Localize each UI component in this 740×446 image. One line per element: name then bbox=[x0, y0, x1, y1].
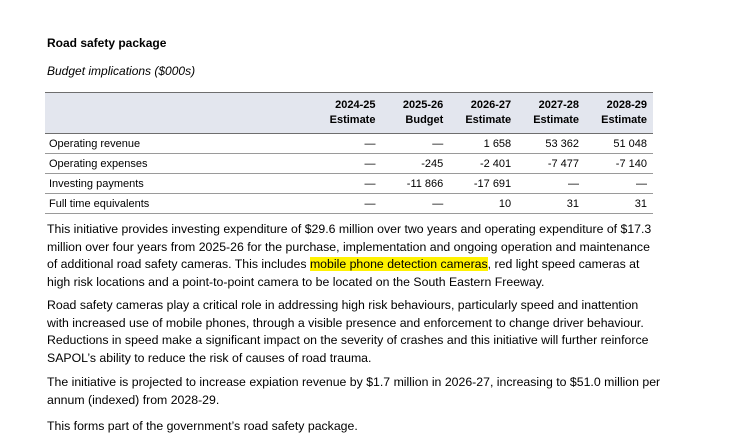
row-label: Investing payments bbox=[45, 173, 314, 194]
column-header: 2025-26 Budget bbox=[381, 92, 450, 134]
row-label: Operating revenue bbox=[45, 133, 314, 154]
column-header: 2027-28 Estimate bbox=[517, 92, 586, 134]
table-row: Operating revenue — — 1 658 53 362 51 04… bbox=[45, 133, 653, 154]
budget-table: 2024-25 Estimate 2025-26 Budget 2026-27 Est… bbox=[45, 92, 653, 214]
table-cell: -7 140 bbox=[585, 153, 653, 174]
table-row: Investing payments — -11 866 -17 691 — — bbox=[45, 173, 653, 194]
table-cell: — bbox=[381, 133, 450, 154]
table-cell: -245 bbox=[381, 153, 450, 174]
table-cell: 51 048 bbox=[585, 133, 653, 154]
column-header: 2026-27 Estimate bbox=[449, 92, 518, 134]
paragraph-package: This forms part of the government’s road… bbox=[47, 419, 358, 433]
table-row: Full time equivalents — — 10 31 31 bbox=[45, 193, 653, 214]
section-title: Road safety package bbox=[47, 36, 167, 50]
table-cell: 53 362 bbox=[517, 133, 586, 154]
table-cell: -17 691 bbox=[449, 173, 518, 194]
table-cell: — bbox=[313, 153, 382, 174]
table-caption: Budget implications ($000s) bbox=[47, 64, 196, 78]
table-cell: — bbox=[313, 173, 382, 194]
table-cell: 31 bbox=[585, 193, 653, 214]
table-cell: — bbox=[585, 173, 653, 194]
table-header-row: 2024-25 Estimate 2025-26 Budget 2026-27 Est… bbox=[45, 92, 653, 134]
paragraph-revenue: The initiative is projected to increase … bbox=[47, 375, 661, 407]
table-cell: -11 866 bbox=[381, 173, 450, 194]
table-cell: — bbox=[313, 133, 382, 154]
table-cell: — bbox=[381, 193, 450, 214]
table-cell: 1 658 bbox=[449, 133, 518, 154]
highlighted-text: mobile phone detection cameras bbox=[309, 257, 488, 271]
table-cell: 10 bbox=[449, 193, 518, 214]
paragraph-initiative: This initiative provides investing expen… bbox=[47, 222, 652, 289]
row-label: Operating expenses bbox=[45, 153, 314, 174]
header-label-cell bbox=[45, 92, 314, 134]
table-cell: 31 bbox=[517, 193, 586, 214]
table-cell: -2 401 bbox=[449, 153, 518, 174]
row-label: Full time equivalents bbox=[45, 193, 314, 214]
paragraph-rationale: Road safety cameras play a critical role… bbox=[47, 298, 649, 365]
table-row: Operating expenses — -245 -2 401 -7 477 … bbox=[45, 153, 653, 174]
column-header: 2028-29 Estimate bbox=[585, 92, 653, 134]
table-cell: -7 477 bbox=[517, 153, 586, 174]
table-cell: — bbox=[313, 193, 382, 214]
table-cell: — bbox=[517, 173, 586, 194]
column-header: 2024-25 Estimate bbox=[313, 92, 382, 134]
